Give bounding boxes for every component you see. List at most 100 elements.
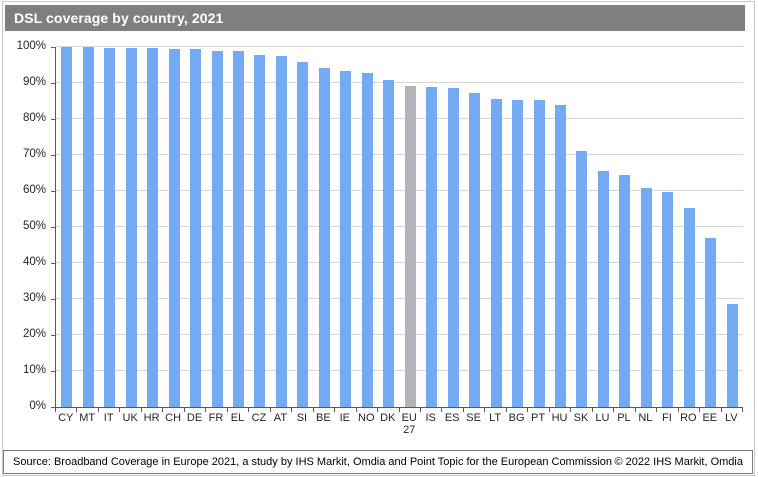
x-axis-tick [505,408,507,412]
chart-title-bar: DSL coverage by country, 2021 [5,5,745,31]
bar-UK [125,48,137,407]
x-axis-tick [334,408,336,412]
y-axis-tick [51,299,55,300]
x-axis-label-CH: CH [165,412,182,424]
x-axis-label-BE: BE [316,412,331,424]
bar-CY [61,47,73,407]
bar-SK [576,150,588,407]
x-axis-label-UK: UK [122,412,138,424]
x-axis-label-SK: SK [573,412,589,424]
x-axis-tick [613,408,615,412]
bar-LV [726,303,738,407]
bar-IE [340,71,352,407]
gridline-90% [56,82,743,83]
bar-BE [318,67,330,407]
x-axis-tick [183,408,185,412]
x-axis-label-CY: CY [58,412,74,424]
x-axis-tick [419,408,421,412]
x-axis-tick [742,408,743,412]
bar-MT [82,47,94,407]
bar-EE [705,237,717,407]
x-axis-label-LU: LU [595,412,610,424]
x-axis-tick [140,408,142,412]
x-axis-tick [548,408,550,412]
bar-EL [232,50,244,407]
bar-IT [104,48,116,407]
x-axis-tick [205,408,207,412]
y-axis-tick [51,263,55,264]
x-axis-tick [377,408,379,412]
x-axis-label-SE: SE [466,412,481,424]
y-axis-label-60%: 60% [22,184,46,196]
footer-box: Source: Broadband Coverage in Europe 202… [3,450,753,474]
gridline-40% [56,262,743,263]
x-axis-tick [355,408,357,412]
x-axis-tick [312,408,314,412]
source-text: Source: Broadband Coverage in Europe 202… [13,456,613,468]
y-axis-label-80%: 80% [22,112,46,124]
x-axis-tick [699,408,701,412]
bar-CH [168,48,180,407]
bar-BG [512,99,524,407]
x-axis-tick [570,408,572,412]
y-axis-label-10%: 10% [22,364,46,376]
gridline-20% [56,334,743,335]
copyright-text: © 2022 IHS Markit, Omdia [614,456,743,468]
x-axis-tick [248,408,250,412]
bar-SE [469,93,481,407]
bar-ES [447,88,459,407]
x-axis-tick [656,408,658,412]
x-axis-label-IS: IS [425,412,436,424]
gridline-100% [56,46,743,47]
gridline-30% [56,298,743,299]
x-axis-tick [677,408,679,412]
x-axis-tick [291,408,293,412]
x-axis-label-EE: EE [702,412,718,424]
plot-area [55,46,743,408]
x-axis-label-DK: DK [380,412,396,424]
gridline-60% [56,190,743,191]
bar-HR [147,48,159,407]
y-axis-label-20%: 20% [22,328,46,340]
gridline-10% [56,370,743,371]
gridline-50% [56,226,743,227]
x-axis-label-IT: IT [103,412,114,424]
bar-CZ [254,54,266,407]
bar-DK [383,80,395,407]
y-axis-tick [51,155,55,156]
bar-EU27 [404,85,416,407]
x-axis-label-SI: SI [296,412,308,424]
x-axis-label-FR: FR [208,412,224,424]
x-axis-label-LT: LT [489,412,502,424]
x-axis-tick [484,408,486,412]
y-axis-tick [51,119,55,120]
x-axis-label-BG: BG [508,412,525,424]
y-axis-tick [51,47,55,48]
x-axis-label-IE: IE [339,412,351,424]
x-axis-tick [634,408,636,412]
bar-RO [683,208,695,407]
x-axis-label-HR: HR [143,412,160,424]
bar-SI [297,62,309,407]
x-axis-label-ES: ES [444,412,460,424]
bar-LT [490,99,502,407]
y-axis-label-40%: 40% [22,256,46,268]
x-axis-tick [441,408,443,412]
bar-DE [190,49,202,407]
x-axis-label-FI: FI [661,412,672,424]
bar-NO [361,73,373,407]
gridline-70% [56,154,743,155]
y-axis-tick [51,371,55,372]
x-axis-tick [162,408,164,412]
y-axis-tick [51,83,55,84]
bar-AT [275,56,287,407]
x-axis-label-MT: MT [79,412,96,424]
x-axis-label-EL: EL [230,412,245,424]
x-axis-tick [76,408,78,412]
bar-IS [426,86,438,407]
x-axis-tick [527,408,529,412]
x-axis-tick [226,408,228,412]
bar-FR [211,50,223,407]
